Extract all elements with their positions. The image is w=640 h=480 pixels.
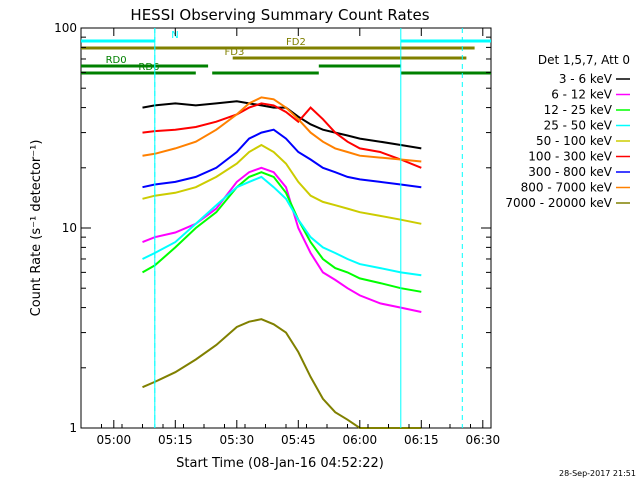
legend-label-25-50-kev: 25 - 50 keV: [544, 119, 613, 133]
legend-header: Det 1,5,7, Att 0: [538, 53, 630, 67]
y-axis-ticks: 1 10 100: [54, 21, 491, 435]
x-tick-label: 05:00: [97, 433, 132, 447]
series-line-25-50-kev: [142, 175, 422, 277]
y-tick-label: 1: [69, 421, 77, 435]
series-line-50-100-kev: [142, 143, 422, 225]
fd2-label: FD2: [286, 37, 306, 48]
x-axis-label: Start Time (08-Jan-16 04:52:22): [176, 456, 384, 471]
fd3-label: FD3: [225, 47, 245, 58]
x-tick-label: 06:00: [343, 433, 378, 447]
legend-label-6-12-kev: 6 - 12 keV: [551, 88, 613, 102]
legend-label-800-7000-kev: 800 - 7000 keV: [521, 181, 613, 195]
annotation-bars: NFD2FD3RD0RD6: [81, 28, 491, 428]
series-line-12-25-kev: [142, 171, 422, 293]
y-tick-label: 10: [62, 221, 77, 235]
x-tick-label: 05:45: [281, 433, 316, 447]
x-axis-ticks: 05:00 05:15 05:30 05:45 06:00 06:15 06:30: [80, 28, 501, 447]
legend-label-50-100-kev: 50 - 100 keV: [536, 134, 613, 148]
series-line-300-800-kev: [142, 128, 422, 189]
x-tick-label: 06:30: [466, 433, 501, 447]
series-line-7000-20000-kev: [142, 318, 422, 429]
data-curves: [142, 96, 422, 429]
legend-label-7000-20000-kev: 7000 - 20000 keV: [505, 196, 612, 210]
series-line-100-300-kev: [142, 102, 422, 169]
legend-label-300-800-kev: 300 - 800 keV: [528, 165, 612, 179]
legend-label-12-25-kev: 12 - 25 keV: [544, 103, 613, 117]
y-tick-label: 100: [54, 21, 77, 35]
rd6-label: RD6: [138, 62, 159, 73]
legend-label-100-300-kev: 100 - 300 keV: [528, 150, 612, 164]
plot-area: NFD2FD3RD0RD6 05:0005:1505:3005:4506:000…: [54, 21, 500, 447]
timestamp: 28-Sep-2017 21:51: [559, 469, 636, 478]
x-tick-label: 05:30: [220, 433, 255, 447]
series-line-3-6-kev: [142, 100, 422, 150]
y-axis-label: Count Rate (s⁻¹ detector⁻¹): [29, 140, 44, 317]
x-tick-label: 05:15: [158, 433, 193, 447]
chart-title: HESSI Observing Summary Count Rates: [130, 6, 429, 24]
legend-label-3-6-kev: 3 - 6 keV: [559, 72, 613, 86]
series-line-800-7000-kev: [142, 96, 422, 163]
rd0-label: RD0: [106, 55, 127, 66]
plot-frame: [80, 27, 492, 429]
x-tick-label: 06:15: [404, 433, 439, 447]
